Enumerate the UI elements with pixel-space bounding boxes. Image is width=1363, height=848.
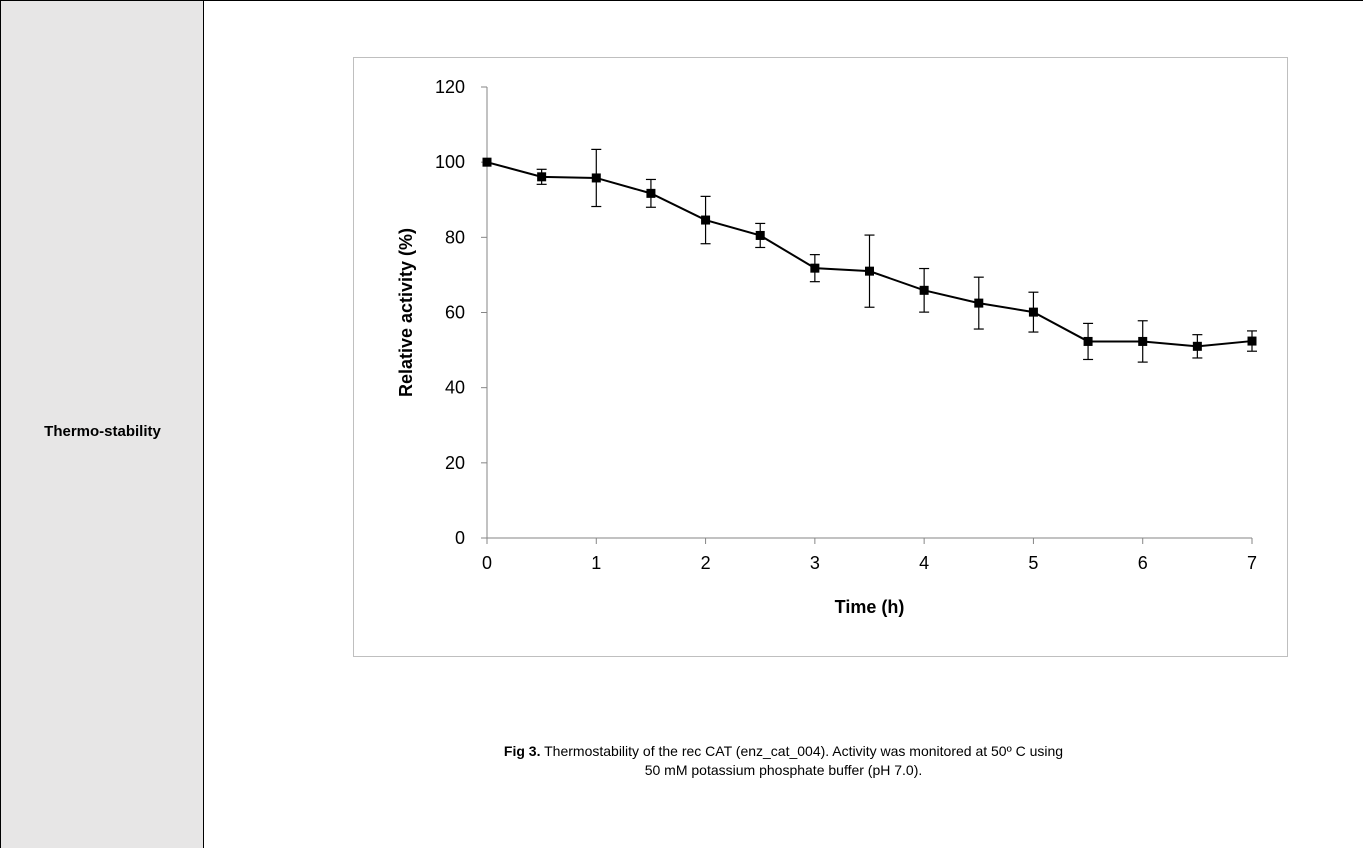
y-tick-label: 120 — [435, 77, 465, 97]
data-point — [755, 230, 765, 240]
data-point — [646, 188, 656, 198]
x-tick-label: 4 — [919, 553, 929, 573]
data-point — [1083, 336, 1093, 346]
series-points — [482, 157, 1257, 351]
data-point — [1138, 336, 1148, 346]
y-axis-title: Relative activity (%) — [396, 228, 416, 397]
x-tick-label: 1 — [591, 553, 601, 573]
y-tick-label: 80 — [445, 227, 465, 247]
row-label: Thermo-stability — [44, 423, 161, 440]
caption-line-1: Thermostability of the rec CAT (enz_cat_… — [540, 743, 1064, 759]
x-tick-label: 6 — [1138, 553, 1148, 573]
chart-axes — [486, 87, 1252, 539]
caption-line-2: 50 mM potassium phosphate buffer (pH 7.0… — [644, 762, 923, 778]
data-point — [482, 157, 492, 167]
data-point — [1247, 336, 1257, 346]
data-point — [919, 285, 929, 295]
chart-area: 0 20 40 60 80 100 120 0 1 2 3 4 5 6 7 Time (h) Relati… — [353, 57, 1288, 657]
error-bars — [536, 148, 1257, 363]
x-tick-label: 2 — [701, 553, 711, 573]
y-tick-label: 20 — [445, 453, 465, 473]
data-point — [865, 266, 874, 276]
data-point — [810, 263, 820, 273]
data-point — [537, 172, 547, 182]
figure-caption: Fig 3. Thermostability of the rec CAT (e… — [204, 742, 1363, 780]
y-tick-label: 100 — [435, 152, 465, 172]
x-tick-label: 0 — [482, 553, 492, 573]
data-point — [1028, 307, 1038, 317]
row-label-cell: Thermo-stability — [1, 1, 204, 848]
data-point — [701, 215, 711, 225]
data-point — [1192, 341, 1202, 351]
y-tick-label: 0 — [455, 528, 465, 548]
x-axis-ticks: 0 1 2 3 4 5 6 7 — [482, 538, 1257, 573]
x-tick-label: 3 — [810, 553, 820, 573]
x-axis-title: Time (h) — [835, 597, 905, 617]
y-tick-label: 60 — [445, 303, 465, 323]
x-tick-label: 7 — [1247, 553, 1257, 573]
x-tick-label: 5 — [1028, 553, 1038, 573]
figure-label: Fig 3. — [503, 743, 541, 759]
data-point — [974, 298, 984, 308]
y-tick-label: 40 — [445, 378, 465, 398]
data-point — [591, 173, 601, 183]
y-axis-ticks: 0 20 40 60 80 100 120 — [435, 77, 487, 548]
line-chart: 0 20 40 60 80 100 120 0 1 2 3 4 5 6 7 Time (h) Relati… — [396, 77, 1257, 617]
